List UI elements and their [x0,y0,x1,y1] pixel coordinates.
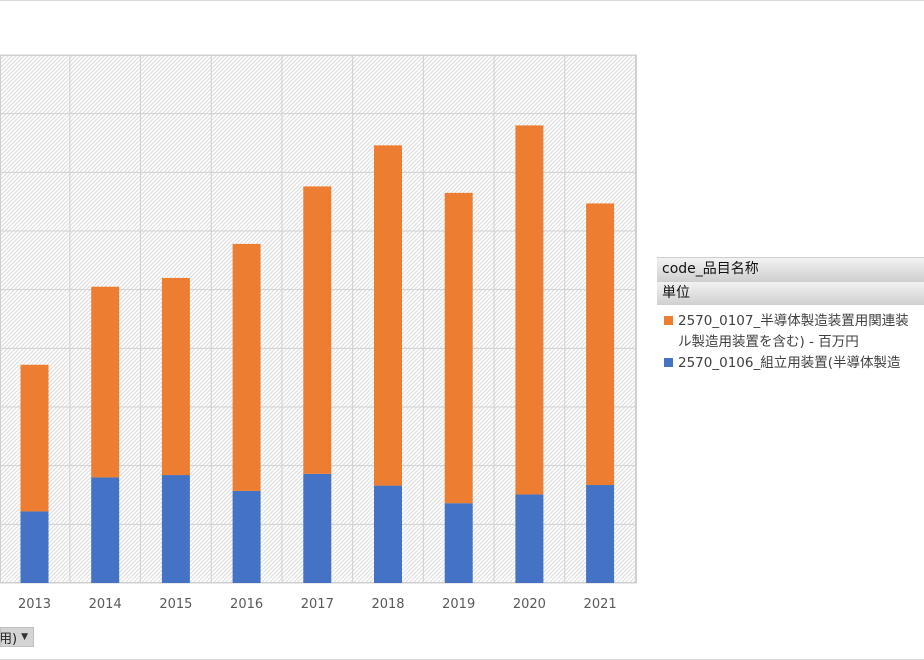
bar-0106-2018[interactable] [374,485,402,583]
x-tick-label-2019: 2019 [442,597,475,612]
x-axis-labels: 2013 2014 2015 2016 2017 2018 2019 2020 2021 [18,597,617,612]
top-border [0,0,924,1]
legend-entry-0107-line2: ル製造用装置を含む) - 百万円 [678,334,859,350]
bar-0106-2019[interactable] [444,503,473,583]
bar-0107-2013[interactable] [20,364,49,512]
bar-0106-2014[interactable] [91,477,120,583]
bar-0107-2016[interactable] [232,243,261,491]
x-tick-label-2014: 2014 [89,597,122,612]
x-tick-label-2020: 2020 [513,597,546,612]
bar-0106-2016[interactable] [232,490,261,583]
x-tick-label-2017: 2017 [301,597,334,612]
legend-entry-0107-line1: 2570_0107_半導体製造装置用関連装 [678,313,909,329]
bar-0106-2017[interactable] [303,473,332,583]
bar-0107-2021[interactable] [586,203,615,486]
bar-0107-2019[interactable] [444,192,473,504]
legend-entry-0106-line1: 2570_0106_組立用装置(半導体製造 [678,355,901,371]
legend-entry-0106[interactable]: 2570_0106_組立用装置(半導体製造 [657,351,924,373]
bar-0107-2017[interactable] [303,186,332,474]
legend: code_品目名称 単位 2570_0107_半導体製造装置用関連装 ル製造用装… [657,257,924,373]
legend-header-code[interactable]: code_品目名称 [657,257,924,281]
field-filter-button[interactable]: 用) ▼ [0,627,34,647]
bar-0106-2013[interactable] [20,511,49,583]
bar-0107-2020[interactable] [515,125,544,495]
field-button-label: 用) [0,631,18,647]
legend-header-unit[interactable]: 単位 [657,281,924,305]
x-tick-label-2013: 2013 [18,597,51,612]
bars [20,125,615,583]
bar-0107-2014[interactable] [91,286,120,478]
dropdown-arrow-icon: ▼ [21,632,28,642]
bar-0107-2018[interactable] [374,145,402,486]
bar-0106-2020[interactable] [515,494,544,583]
x-tick-label-2021: 2021 [584,597,617,612]
legend-entry-0107[interactable]: 2570_0107_半導体製造装置用関連装 ル製造用装置を含む) - 百万円 [657,305,924,351]
x-tick-label-2016: 2016 [230,597,263,612]
legend-swatch-blue [664,358,673,367]
bar-0106-2015[interactable] [161,475,190,583]
bar-0106-2021[interactable] [586,485,615,583]
legend-swatch-orange [664,316,673,325]
bar-0107-2015[interactable] [161,277,190,476]
x-tick-label-2018: 2018 [371,597,404,612]
x-tick-label-2015: 2015 [159,597,192,612]
